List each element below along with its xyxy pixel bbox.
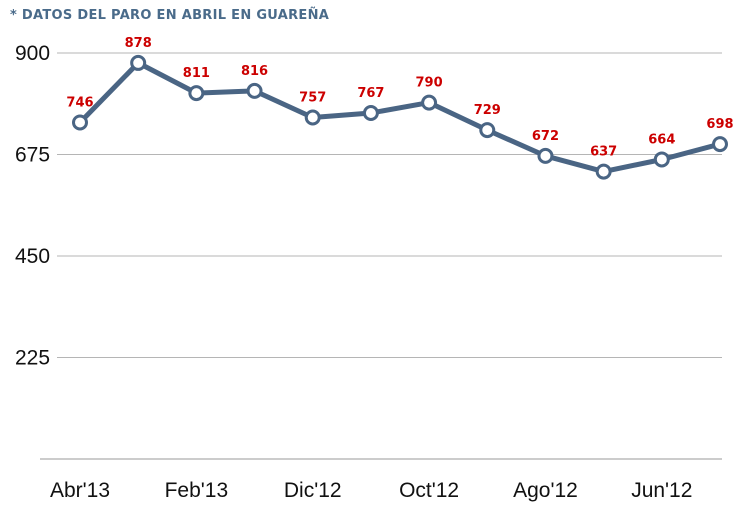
y-tick-label: 900	[15, 42, 50, 65]
x-axis-ticks: Abr'13 Feb'13 Dic'12 Oct'12 Ago'12 Jun'12	[50, 479, 692, 502]
data-point	[188, 85, 205, 102]
data-label: 816	[241, 64, 268, 79]
data-point	[712, 136, 728, 153]
x-tick-label: Dic'12	[284, 479, 342, 502]
data-labels: 746 878 811 816 757 767 790 729 672 637 664 698	[66, 36, 733, 160]
gridlines	[40, 52, 722, 460]
x-tick-label: Ago'12	[513, 479, 578, 502]
data-label: 757	[299, 91, 326, 106]
data-point	[304, 109, 321, 126]
series-line-path	[77, 60, 723, 175]
y-tick-label: 450	[15, 245, 50, 268]
x-tick-label: Abr'13	[50, 479, 110, 502]
x-tick-label: Feb'13	[165, 479, 229, 502]
data-label: 698	[706, 117, 733, 132]
x-tick-label: Oct'12	[399, 479, 459, 502]
data-label: 664	[648, 132, 675, 147]
data-point	[537, 147, 554, 164]
data-label: 746	[66, 95, 93, 110]
data-point	[479, 122, 496, 139]
data-label: 729	[474, 103, 501, 118]
data-point	[362, 104, 379, 121]
data-point	[130, 54, 147, 71]
data-point	[595, 163, 612, 180]
data-point	[421, 94, 438, 111]
data-label: 672	[532, 129, 559, 144]
y-tick-label: 225	[15, 347, 50, 370]
chart-title: * DATOS DEL PARO EN ABRIL EN GUAREÑA	[10, 8, 330, 23]
y-tick-label: 675	[15, 144, 50, 167]
data-label: 767	[357, 86, 384, 101]
data-label: 637	[590, 145, 617, 160]
data-point	[246, 82, 263, 99]
data-label: 878	[125, 36, 152, 51]
data-point	[653, 151, 670, 168]
x-tick-label: Jun'12	[631, 479, 692, 502]
data-label: 790	[416, 76, 443, 91]
data-label: 811	[183, 66, 210, 81]
data-point	[72, 114, 88, 131]
series-line	[77, 60, 723, 175]
series-markers	[72, 54, 728, 180]
y-axis-ticks: 225 450 675 900	[15, 42, 50, 370]
